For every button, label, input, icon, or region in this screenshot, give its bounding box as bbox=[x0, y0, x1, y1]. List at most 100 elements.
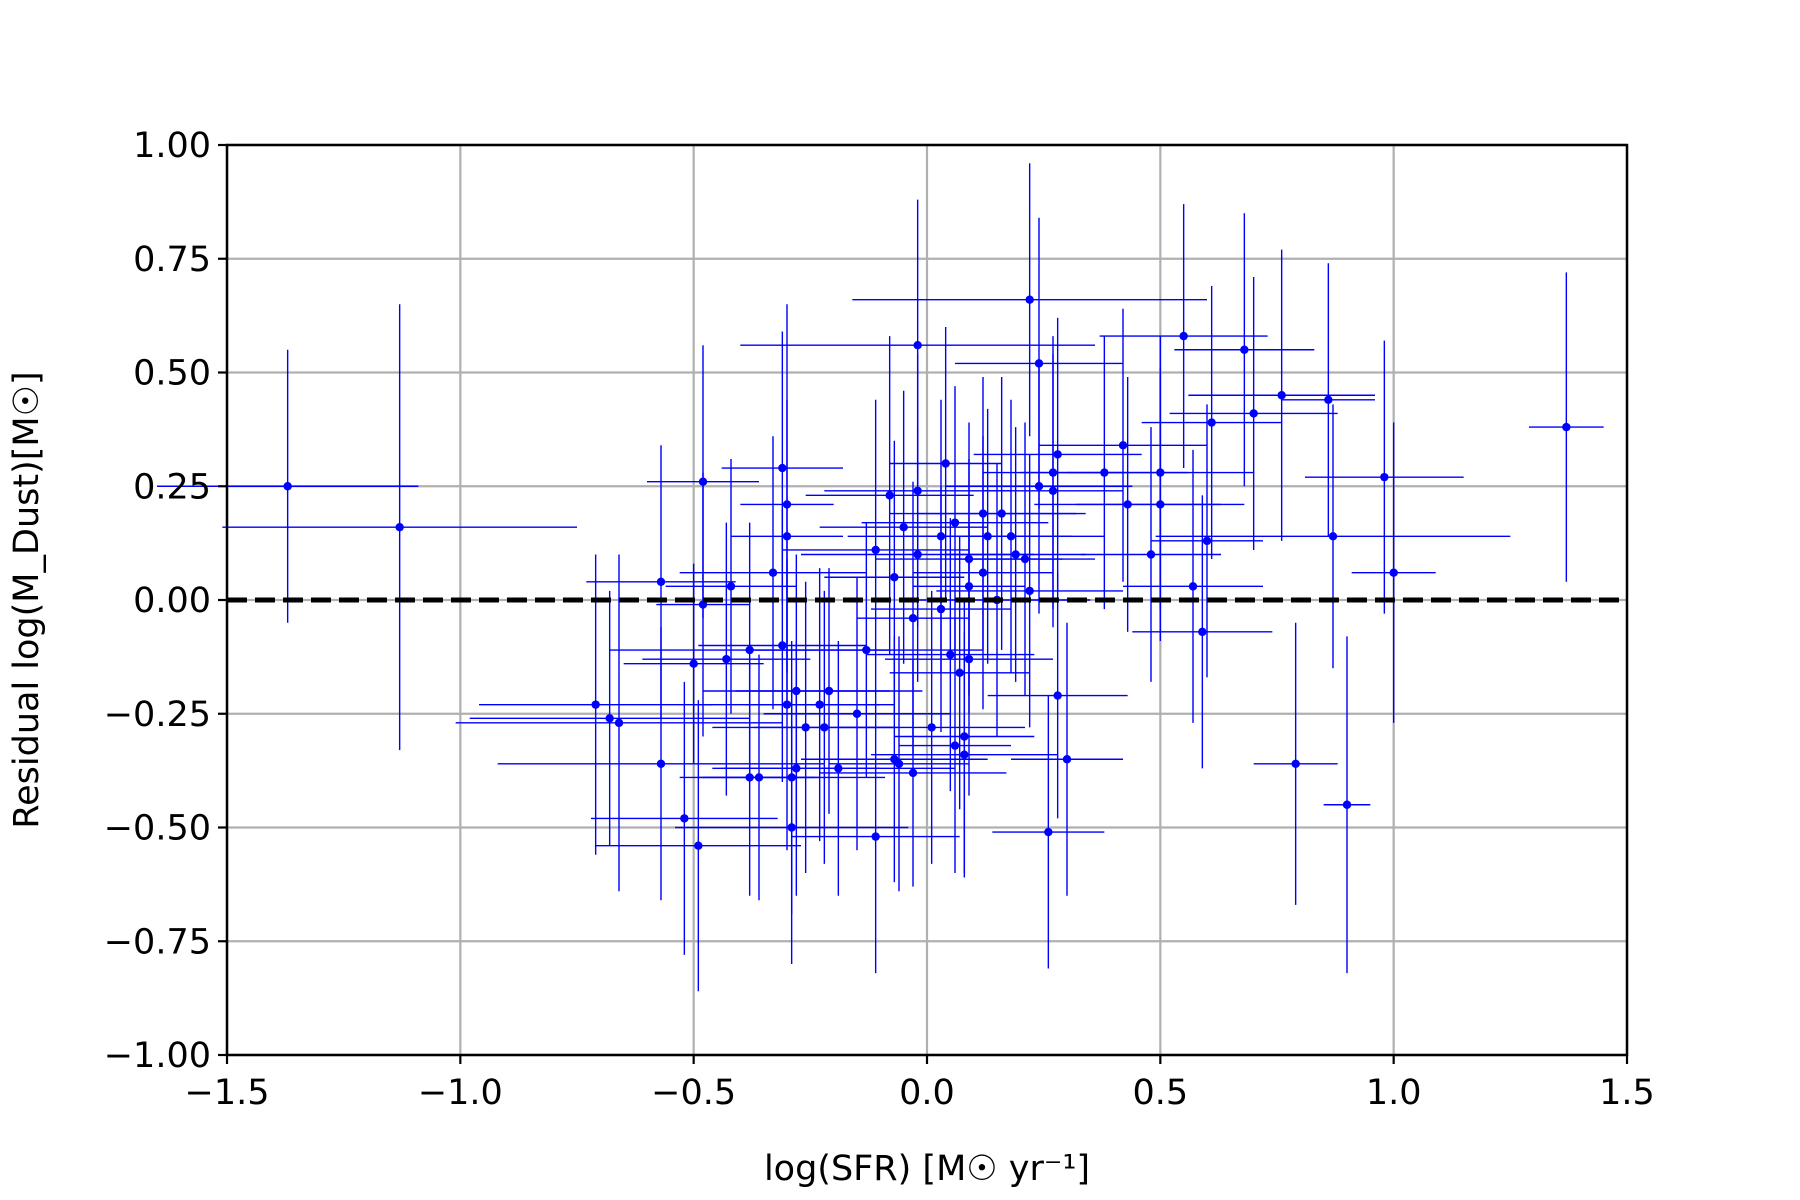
data-point bbox=[889, 536, 1030, 810]
data-point bbox=[1099, 204, 1268, 469]
point-marker bbox=[890, 573, 899, 582]
data-point bbox=[1253, 622, 1338, 905]
data-point bbox=[591, 681, 778, 955]
x-tick-label: 1.0 bbox=[1366, 1073, 1422, 1113]
point-marker bbox=[656, 759, 666, 768]
data-point bbox=[1169, 276, 1338, 550]
point-marker bbox=[694, 841, 703, 850]
point-marker bbox=[782, 532, 792, 541]
point-marker bbox=[885, 491, 894, 500]
data-point bbox=[469, 590, 750, 846]
point-marker bbox=[768, 568, 778, 577]
point-marker bbox=[778, 641, 787, 650]
point-marker bbox=[1328, 532, 1338, 541]
data-point bbox=[745, 568, 895, 842]
data-point bbox=[586, 445, 736, 719]
data-point bbox=[721, 640, 955, 896]
point-marker bbox=[899, 523, 908, 532]
point-marker bbox=[941, 459, 950, 468]
point-marker bbox=[778, 463, 787, 473]
point-marker bbox=[726, 582, 736, 591]
point-marker bbox=[852, 709, 862, 718]
data-point bbox=[656, 472, 750, 737]
data-point bbox=[222, 304, 577, 751]
y-tick-label: 1.00 bbox=[133, 126, 211, 166]
data-point bbox=[623, 563, 764, 764]
point-marker bbox=[871, 545, 880, 555]
data-point bbox=[829, 636, 969, 892]
data-point bbox=[1081, 427, 1221, 682]
point-marker bbox=[978, 568, 988, 577]
data-point bbox=[838, 590, 1025, 864]
point-marker bbox=[1118, 441, 1128, 450]
point-marker bbox=[1053, 450, 1062, 459]
point-marker bbox=[1011, 550, 1020, 559]
point-marker bbox=[1202, 536, 1212, 546]
point-marker bbox=[927, 723, 936, 732]
data-point bbox=[973, 317, 1142, 591]
point-marker bbox=[1048, 486, 1058, 495]
point-marker bbox=[1249, 409, 1258, 418]
data-point bbox=[861, 386, 1049, 660]
data-point bbox=[763, 577, 951, 851]
data-point bbox=[1141, 286, 1282, 560]
point-marker bbox=[1053, 691, 1062, 700]
x-tick-label: 0.5 bbox=[1132, 1073, 1188, 1113]
data-point bbox=[675, 691, 909, 964]
point-marker bbox=[1240, 345, 1249, 354]
y-tick-label: 0.75 bbox=[133, 240, 211, 280]
data-point bbox=[1323, 636, 1371, 974]
point-marker bbox=[1277, 391, 1286, 400]
point-marker bbox=[283, 482, 292, 491]
point-marker bbox=[1198, 627, 1207, 637]
data-point bbox=[899, 618, 1011, 873]
y-tick-label: −1.00 bbox=[104, 1036, 211, 1076]
point-marker bbox=[913, 341, 922, 350]
point-marker bbox=[1342, 800, 1352, 809]
point-marker bbox=[894, 759, 904, 768]
data-point bbox=[1123, 449, 1263, 723]
point-marker bbox=[1146, 550, 1156, 559]
data-point bbox=[1529, 272, 1604, 582]
point-marker bbox=[1380, 472, 1389, 482]
point-marker bbox=[605, 714, 614, 723]
point-marker bbox=[862, 645, 871, 655]
point-marker bbox=[1324, 395, 1333, 404]
data-point bbox=[1305, 340, 1464, 614]
point-marker bbox=[1025, 295, 1034, 304]
y-tick-label: −0.50 bbox=[104, 809, 211, 849]
y-tick-label: −0.75 bbox=[104, 922, 211, 962]
point-marker bbox=[1291, 759, 1300, 768]
data-point bbox=[936, 454, 1123, 728]
point-marker bbox=[955, 668, 964, 677]
data-point bbox=[595, 700, 801, 992]
point-marker bbox=[1179, 331, 1188, 341]
x-tick-label: −0.5 bbox=[651, 1073, 736, 1113]
data-point bbox=[782, 399, 969, 701]
x-tick-label: −1.5 bbox=[185, 1073, 270, 1113]
y-axis-label: Residual log(M_Dust)[M☉] bbox=[7, 371, 47, 828]
point-marker bbox=[395, 523, 404, 532]
data-point bbox=[945, 427, 1086, 682]
x-axis-label: log(SFR) [M☉ yr⁻¹] bbox=[764, 1149, 1090, 1189]
data-point bbox=[819, 390, 988, 664]
point-marker bbox=[950, 741, 960, 750]
data-point bbox=[945, 358, 1133, 614]
data-point bbox=[479, 554, 713, 855]
point-marker bbox=[1562, 422, 1571, 432]
data-point bbox=[1067, 336, 1254, 610]
point-marker bbox=[591, 700, 600, 709]
point-marker bbox=[1044, 827, 1053, 837]
data-point bbox=[157, 349, 419, 623]
point-marker bbox=[680, 814, 689, 823]
point-marker bbox=[964, 582, 974, 591]
point-marker bbox=[787, 823, 796, 832]
data-point bbox=[913, 458, 1025, 714]
data-point bbox=[987, 572, 1128, 819]
axis-ticks: −1.5 −1.0 −0.5 0.0 0.5 1.0 1.5 −1.00 −0.75 −0.50 −… bbox=[104, 126, 1655, 1113]
data-point bbox=[791, 700, 960, 974]
data-point bbox=[1351, 422, 1436, 723]
data-points bbox=[157, 163, 1604, 992]
data-point bbox=[642, 522, 811, 796]
